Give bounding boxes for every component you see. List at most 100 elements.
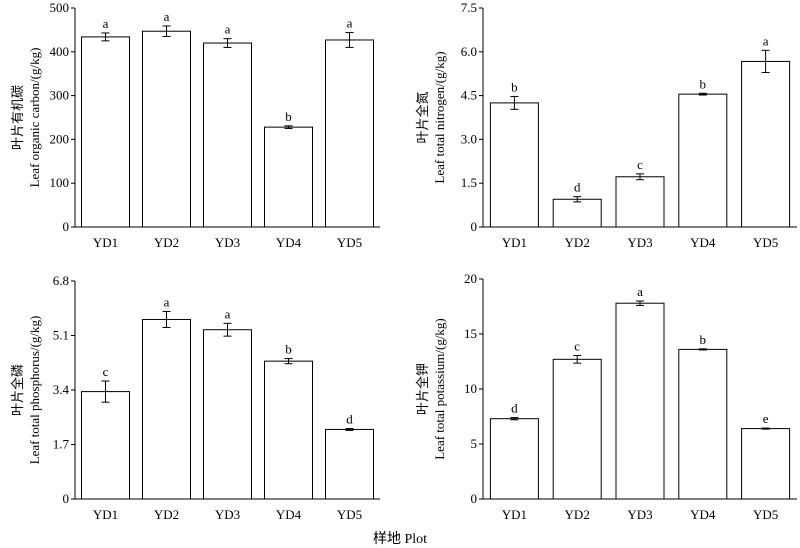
bar-yd1 xyxy=(81,36,130,228)
significance-letter: a xyxy=(164,9,170,24)
x-tick-label: YD5 xyxy=(337,235,362,250)
y-tick-label: 10 xyxy=(464,381,477,396)
y-tick-label: 400 xyxy=(50,44,70,59)
y-tick-label: 100 xyxy=(50,175,70,190)
bar-yd4 xyxy=(678,348,728,500)
panel-organic-carbon: 0 100 200 300 400 500 a YD1 a YD2 a YD3 b YD4 a YD5 叶片有机… xyxy=(10,0,380,250)
y-axis-title: 叶片全钾 Leaf total potassium/(g/kg) xyxy=(415,318,447,460)
y-axis-title-en: Leaf total nitrogen/(g/kg) xyxy=(432,51,447,183)
bar-yd4 xyxy=(264,360,313,500)
bar-yd5 xyxy=(741,428,791,500)
x-tick-label: YD1 xyxy=(502,235,527,250)
x-tick-label: YD3 xyxy=(627,507,652,522)
y-axis-title-en: Leaf total potassium/(g/kg) xyxy=(432,318,447,460)
significance-letter: b xyxy=(511,79,518,94)
y-axis-title: 叶片有机碳 Leaf organic carbon/(g/kg) xyxy=(10,48,42,188)
significance-letter: b xyxy=(285,109,292,124)
x-tick-label: YD5 xyxy=(753,235,778,250)
significance-letter: b xyxy=(285,342,292,357)
y-axis-title-zh: 叶片全氮 xyxy=(415,91,430,143)
x-axis-title: 样地 Plot xyxy=(373,531,427,547)
y-tick-label: 0 xyxy=(471,219,478,234)
x-tick-label: YD2 xyxy=(154,235,179,250)
x-tick-label: YD3 xyxy=(215,507,240,522)
significance-letter: d xyxy=(574,180,581,195)
significance-letter: a xyxy=(763,33,769,48)
x-tick-label: YD4 xyxy=(276,507,302,522)
bar-yd1 xyxy=(489,418,539,500)
bar-yd2 xyxy=(142,318,191,500)
y-tick-label: 4.5 xyxy=(461,88,477,103)
x-tick-label: YD5 xyxy=(337,507,362,522)
significance-letter: d xyxy=(346,411,353,426)
bar-yd1 xyxy=(81,391,130,500)
y-tick-label: 6.0 xyxy=(461,44,477,59)
panel-total-potassium: 0 5 10 15 20 d YD1 c YD2 a YD3 b YD4 e YD5 叶片全钾 Leaf tot… xyxy=(415,271,797,522)
y-tick-label: 3.0 xyxy=(461,131,477,146)
bar-yd1 xyxy=(489,102,539,228)
significance-letter: c xyxy=(103,364,109,379)
significance-letter: c xyxy=(574,338,580,353)
significance-letter: b xyxy=(700,332,707,347)
y-tick-label: 500 xyxy=(50,0,70,15)
bar-yd3 xyxy=(203,42,252,228)
significance-letter: a xyxy=(637,284,643,299)
significance-letter: a xyxy=(225,22,231,37)
x-tick-label: YD4 xyxy=(276,235,302,250)
y-tick-label: 5.1 xyxy=(53,328,69,343)
significance-letter: e xyxy=(763,411,769,426)
significance-letter: a xyxy=(347,16,353,31)
x-tick-label: YD1 xyxy=(93,507,118,522)
panel-total-nitrogen: 0 1.5 3.0 4.5 6.0 7.5 b YD1 d YD2 c YD3 b YD4 a YD5 叶片全氮… xyxy=(415,0,797,250)
y-axis-title-zh: 叶片有机碳 xyxy=(10,85,25,150)
y-tick-label: 20 xyxy=(464,271,477,286)
bar-yd3 xyxy=(615,302,665,500)
y-tick-label: 0 xyxy=(63,219,70,234)
x-tick-label: YD1 xyxy=(502,507,527,522)
y-axis-title-en: Leaf organic carbon/(g/kg) xyxy=(27,48,42,188)
significance-letter: a xyxy=(103,16,109,31)
y-tick-label: 300 xyxy=(50,88,70,103)
x-tick-label: YD4 xyxy=(690,235,716,250)
y-tick-label: 0 xyxy=(471,491,478,506)
y-tick-label: 0 xyxy=(63,491,70,506)
y-axis-title-en: Leaf total phosphorus/(g/kg) xyxy=(27,316,42,465)
y-axis-title: 叶片全磷 Leaf total phosphorus/(g/kg) xyxy=(10,316,42,465)
y-tick-label: 7.5 xyxy=(461,0,477,15)
bar-yd2 xyxy=(142,30,191,228)
y-tick-label: 1.5 xyxy=(461,175,477,190)
y-tick-label: 6.8 xyxy=(53,273,69,288)
bar-yd3 xyxy=(615,176,665,228)
y-tick-label: 3.4 xyxy=(53,382,70,397)
bar-yd4 xyxy=(678,93,728,228)
x-tick-label: YD4 xyxy=(690,507,716,522)
bar-yd5 xyxy=(741,60,791,228)
x-tick-label: YD3 xyxy=(627,235,652,250)
y-tick-label: 1.7 xyxy=(53,437,70,452)
x-tick-label: YD3 xyxy=(215,235,240,250)
significance-letter: a xyxy=(164,294,170,309)
panel-total-phosphorus: 0 1.7 3.4 5.1 6.8 c YD1 a YD2 a YD3 b YD4 d YD5 叶片全磷 Lea… xyxy=(10,273,380,522)
y-tick-label: 5 xyxy=(471,436,478,451)
x-tick-label: YD2 xyxy=(565,507,590,522)
bar-yd3 xyxy=(203,329,252,500)
significance-letter: b xyxy=(700,76,707,91)
bar-yd4 xyxy=(264,126,313,228)
x-tick-label: YD2 xyxy=(154,507,179,522)
y-axis-title: 叶片全氮 Leaf total nitrogen/(g/kg) xyxy=(415,51,447,183)
x-tick-label: YD5 xyxy=(753,507,778,522)
significance-letter: a xyxy=(225,306,231,321)
significance-letter: d xyxy=(511,401,518,416)
x-tick-label: YD1 xyxy=(93,235,118,250)
y-axis-title-zh: 叶片全钾 xyxy=(415,363,430,415)
bar-yd2 xyxy=(552,358,602,500)
y-axis-title-zh: 叶片全磷 xyxy=(10,364,25,416)
bar-yd2 xyxy=(552,198,602,228)
significance-letter: c xyxy=(637,157,643,172)
bar-yd5 xyxy=(325,39,374,228)
bar-yd5 xyxy=(325,428,374,500)
y-tick-label: 200 xyxy=(50,131,70,146)
y-tick-label: 15 xyxy=(464,326,477,341)
x-tick-label: YD2 xyxy=(565,235,590,250)
